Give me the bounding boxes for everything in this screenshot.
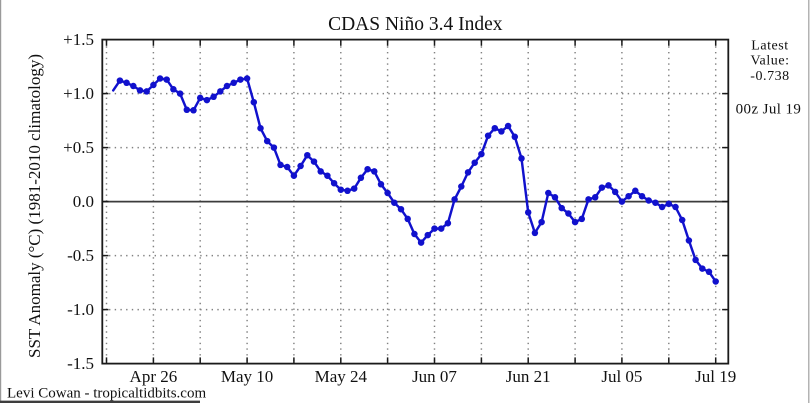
svg-text:0.0: 0.0 (73, 192, 94, 211)
svg-text:Jul 05: Jul 05 (601, 367, 642, 386)
svg-text:-0.738: -0.738 (750, 69, 789, 84)
svg-text:May 10: May 10 (221, 367, 273, 386)
svg-text:Latest: Latest (751, 38, 789, 53)
svg-text:+0.5: +0.5 (63, 138, 94, 157)
svg-text:-1.5: -1.5 (67, 354, 94, 373)
svg-text:May 24: May 24 (315, 367, 368, 386)
svg-text:Jun 07: Jun 07 (412, 367, 457, 386)
svg-text:00z Jul 19: 00z Jul 19 (736, 101, 802, 117)
svg-text:Levi Cowan - tropicaltidbits.c: Levi Cowan - tropicaltidbits.com (7, 386, 206, 402)
svg-text:Apr 26: Apr 26 (130, 367, 178, 386)
svg-text:Value:: Value: (750, 54, 789, 69)
svg-text:Jul 19: Jul 19 (695, 367, 736, 386)
svg-text:+1.0: +1.0 (63, 84, 94, 103)
svg-text:-1.0: -1.0 (67, 300, 94, 319)
svg-text:Jun 21: Jun 21 (506, 367, 551, 386)
svg-text:-0.5: -0.5 (67, 246, 94, 265)
svg-text:+1.5: +1.5 (63, 30, 94, 49)
svg-text:SST Anomaly (°C) (1981-2010 cl: SST Anomaly (°C) (1981-2010 climatology) (25, 54, 44, 358)
svg-text:CDAS Niño 3.4 Index: CDAS Niño 3.4 Index (328, 14, 503, 35)
